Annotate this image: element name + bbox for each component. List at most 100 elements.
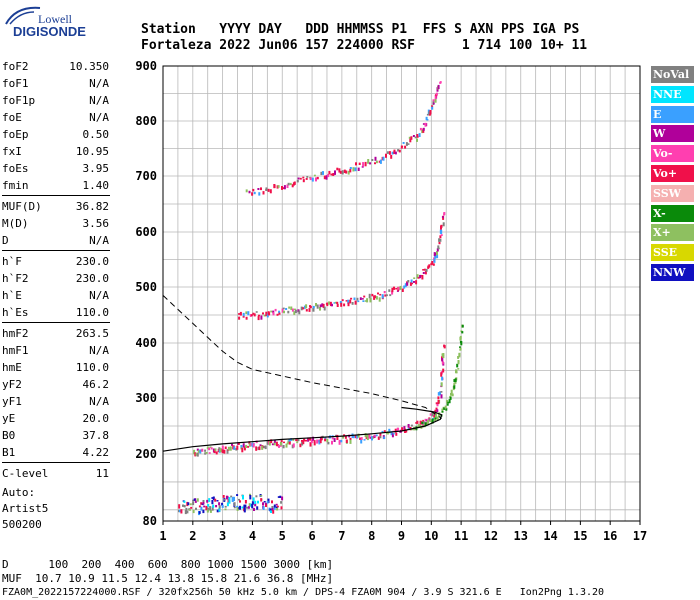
trace-es-echo <box>182 500 185 502</box>
trace-f-echo <box>296 441 299 444</box>
trace-x-echo <box>453 379 456 383</box>
trace-es-echo <box>272 510 275 514</box>
parameter-label: h`Es <box>2 306 29 319</box>
trace-x-echo <box>441 408 444 413</box>
trace-es-echo <box>185 507 188 511</box>
trace-2f-echo <box>276 313 279 316</box>
trace-f-echo <box>288 441 291 445</box>
trace-es-echo <box>241 506 244 509</box>
trace-2f-echo <box>356 297 359 301</box>
trace-es-echo <box>189 503 192 506</box>
trace-f-echo <box>303 438 306 442</box>
trace-x-echo <box>459 337 462 341</box>
trace-2f-echo <box>321 303 324 307</box>
trace-3f-echo <box>309 176 312 179</box>
trace-2f-echo <box>247 311 250 316</box>
trace-f-echo <box>399 429 402 433</box>
trace-f-echo <box>273 441 276 446</box>
trace-es-echo <box>226 502 229 507</box>
trace-f-echo <box>326 438 329 443</box>
trace-f-echo <box>302 440 305 445</box>
parameter-row: B1 4.22 <box>2 444 109 461</box>
trace-f-echo <box>241 447 244 453</box>
trace-2f-echo <box>319 304 322 308</box>
trace-es-echo <box>233 502 236 507</box>
trace-3f-echo <box>435 94 438 99</box>
trace-es-echo <box>180 509 183 514</box>
parameter-value: N/A <box>89 289 109 302</box>
trace-f-echo <box>208 447 211 451</box>
trace-f-echo <box>232 445 235 450</box>
trace-3f-echo <box>349 168 352 173</box>
trace-3f-echo <box>418 133 421 137</box>
trace-3f-echo <box>419 127 422 131</box>
trace-f-echo <box>240 445 243 448</box>
trace-f-echo <box>331 440 333 445</box>
trace-es-echo <box>260 498 263 501</box>
trace-f-echo <box>429 413 432 416</box>
y-tick-label: 500 <box>135 280 157 294</box>
trace-f-echo <box>280 441 282 446</box>
trace-es-echo <box>238 506 241 510</box>
trace-2f-echo <box>439 235 442 239</box>
trace-3f-echo <box>407 143 410 145</box>
x-tick-label: 17 <box>633 529 647 543</box>
trace-f-echo <box>382 435 385 439</box>
trace-f-echo <box>275 441 278 447</box>
trace-es-echo <box>256 506 259 510</box>
trace-2f-echo <box>266 313 269 318</box>
trace-3f-echo <box>338 168 341 173</box>
trace-3f-echo <box>352 167 355 172</box>
trace-2f-echo <box>384 294 387 297</box>
trace-3f-echo <box>286 184 289 188</box>
parameter-label: yF1 <box>2 395 22 408</box>
trace-es-echo <box>236 505 239 509</box>
trace-3f-echo <box>408 136 411 139</box>
parameter-row: hmF2 263.5 <box>2 325 109 342</box>
trace-es-echo <box>275 506 278 509</box>
trace-f-echo <box>309 437 312 441</box>
trace-x-echo <box>448 399 451 404</box>
parameter-value: 10.350 <box>69 60 109 73</box>
density-profile-line <box>162 295 442 419</box>
trace-es-echo <box>244 500 247 504</box>
trace-es-echo <box>215 505 218 508</box>
trace-2f-echo <box>441 216 444 218</box>
trace-es-echo <box>280 506 283 510</box>
trace-es-echo <box>271 507 274 511</box>
trace-f-echo <box>259 444 262 447</box>
x-tick-label: 7 <box>338 529 345 543</box>
legend-item: X- <box>651 204 694 222</box>
x-tick-label: 3 <box>219 529 226 543</box>
trace-2f-echo <box>260 315 263 320</box>
trace-f-echo <box>223 449 226 454</box>
legend-item: NoVal <box>651 66 694 83</box>
x-tick-label: 13 <box>514 529 528 543</box>
trace-es-echo <box>257 500 259 504</box>
trace-f-echo <box>336 434 339 438</box>
trace-2f-echo <box>416 274 419 279</box>
trace-es-echo <box>253 507 255 511</box>
trace-f-echo <box>261 445 264 450</box>
parameter-row: C-level 11 <box>2 465 109 482</box>
trace-3f-echo <box>400 145 403 149</box>
trace-x-echo <box>446 403 449 406</box>
trace-3f-echo <box>428 111 431 116</box>
trace-f-echo <box>349 439 352 444</box>
y-tick-label: 300 <box>135 391 157 405</box>
trace-3f-echo <box>281 186 283 190</box>
trace-3f-echo <box>260 187 262 191</box>
trace-f-echo <box>436 403 439 407</box>
trace-3f-echo <box>299 177 302 180</box>
trace-2f-echo <box>326 302 329 307</box>
trace-2f-echo <box>440 230 443 234</box>
trace-f-echo <box>321 435 324 439</box>
trace-f-echo <box>312 436 315 441</box>
trace-2f-echo <box>357 300 360 303</box>
trace-f-echo <box>413 426 416 431</box>
trace-es-echo <box>218 505 221 509</box>
trace-f-echo <box>415 422 418 424</box>
trace-2f-echo <box>347 302 350 307</box>
trace-f-echo <box>283 441 285 444</box>
trace-es-echo <box>260 495 263 497</box>
